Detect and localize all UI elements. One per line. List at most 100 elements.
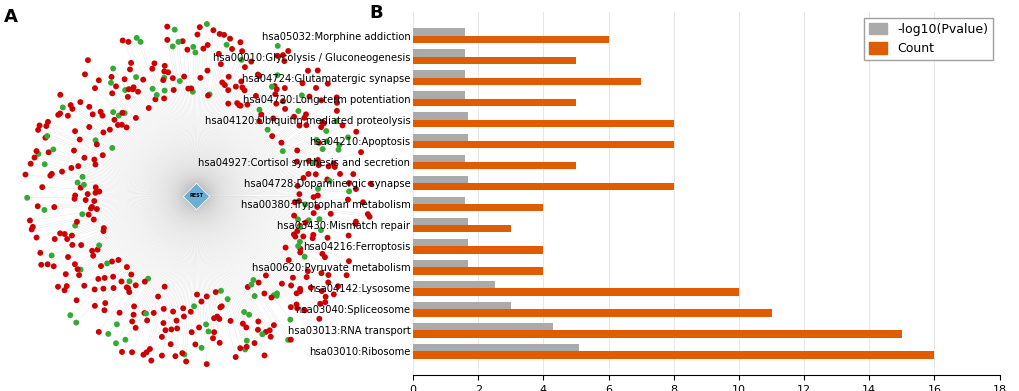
Bar	[413, 176, 468, 183]
Point	[82, 124, 98, 130]
Point	[240, 312, 257, 318]
Point	[87, 85, 103, 91]
Point	[100, 331, 116, 337]
Point	[69, 179, 86, 186]
Point	[285, 213, 302, 219]
Point	[261, 327, 277, 334]
Point	[91, 188, 107, 195]
Point	[300, 268, 316, 274]
Point	[159, 23, 175, 30]
Point	[289, 243, 306, 249]
Point	[38, 135, 54, 141]
Bar	[413, 49, 465, 57]
Point	[213, 288, 229, 294]
Point	[305, 210, 321, 216]
Point	[24, 224, 41, 230]
Point	[199, 68, 215, 74]
Point	[259, 127, 275, 133]
Point	[330, 147, 346, 153]
Bar	[413, 225, 511, 233]
Point	[294, 80, 311, 86]
Point	[103, 80, 119, 86]
Point	[94, 113, 110, 119]
Point	[220, 87, 236, 93]
Point	[273, 140, 289, 146]
Point	[68, 319, 85, 326]
Point	[200, 92, 216, 99]
Point	[245, 277, 261, 283]
Point	[170, 39, 186, 45]
Point	[243, 59, 259, 65]
Point	[209, 314, 225, 320]
Point	[137, 278, 153, 285]
Point	[44, 252, 60, 258]
Point	[310, 192, 326, 199]
Point	[227, 354, 244, 360]
Point	[30, 127, 46, 133]
Legend: -log10(Pvalue), Count: -log10(Pvalue), Count	[863, 18, 993, 60]
Point	[104, 258, 120, 265]
Point	[288, 158, 305, 165]
Point	[328, 94, 344, 100]
Point	[123, 271, 140, 278]
Point	[269, 290, 285, 296]
Point	[125, 84, 142, 90]
Point	[44, 171, 60, 177]
Point	[52, 110, 68, 117]
Point	[137, 310, 153, 316]
Point	[285, 114, 302, 120]
Point	[144, 66, 160, 72]
Point	[156, 75, 172, 81]
Point	[182, 308, 199, 315]
Point	[124, 86, 141, 92]
Point	[233, 48, 250, 54]
Point	[303, 285, 319, 291]
Point	[157, 63, 173, 69]
Bar	[413, 309, 770, 317]
Bar	[413, 36, 608, 43]
Point	[288, 301, 305, 308]
Bar	[413, 57, 576, 64]
Point	[163, 326, 179, 333]
Point	[57, 271, 73, 277]
Point	[340, 188, 357, 194]
Point	[117, 87, 133, 93]
Point	[206, 329, 222, 335]
Point	[52, 91, 68, 98]
Point	[77, 197, 94, 203]
Point	[110, 122, 126, 128]
Point	[306, 194, 322, 200]
Point	[280, 257, 297, 263]
Point	[293, 92, 310, 99]
Point	[176, 74, 193, 80]
Point	[31, 151, 47, 157]
Bar	[413, 113, 468, 120]
Point	[234, 321, 251, 327]
Point	[322, 211, 338, 217]
Point	[141, 105, 157, 111]
Point	[309, 204, 325, 210]
Point	[116, 110, 132, 116]
Bar	[413, 183, 674, 190]
Point	[253, 111, 269, 118]
Point	[216, 32, 232, 38]
Point	[62, 312, 78, 318]
Point	[290, 198, 307, 204]
Point	[168, 317, 184, 324]
Point	[276, 58, 292, 64]
Point	[118, 284, 135, 291]
Bar	[413, 352, 933, 359]
Point	[239, 284, 256, 290]
Point	[297, 307, 313, 314]
Point	[68, 297, 85, 303]
Point	[169, 325, 185, 332]
Point	[340, 232, 357, 239]
Point	[312, 301, 328, 307]
Point	[291, 249, 308, 256]
Point	[37, 161, 53, 167]
Point	[222, 36, 238, 42]
Bar	[413, 120, 674, 127]
Point	[136, 352, 152, 358]
Point	[298, 122, 314, 128]
Point	[84, 204, 100, 210]
